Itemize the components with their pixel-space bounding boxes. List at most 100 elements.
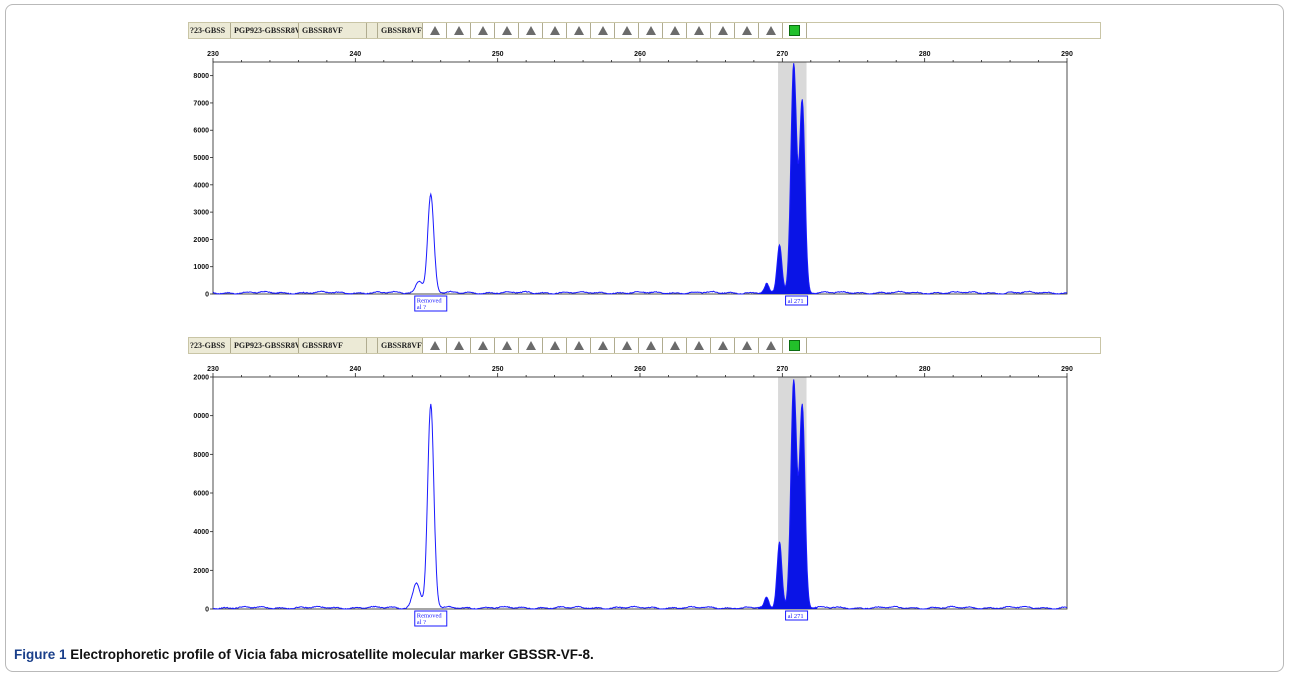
toolbar-control-9[interactable]	[615, 23, 639, 38]
triangle-icon	[717, 341, 728, 350]
tab-marker-4[interactable]: GBSSR8VF	[377, 23, 423, 38]
x-tick-label: 240	[349, 51, 361, 58]
x-tick-label: 250	[492, 366, 504, 373]
toolbar-control-15[interactable]	[759, 338, 783, 353]
x-tick-label: 290	[1061, 366, 1073, 373]
allele-label-271[interactable]: al 271	[785, 610, 809, 621]
allele-label-text: al 271	[788, 298, 804, 305]
triangle-icon	[501, 341, 512, 350]
toolbar-control-9[interactable]	[615, 338, 639, 353]
triangle-icon	[453, 26, 464, 35]
toolbar-control-2[interactable]	[447, 338, 471, 353]
signal-trace-line	[212, 379, 1068, 610]
figure-caption: Figure 1 Electrophoretic profile of Vici…	[14, 647, 594, 662]
toolbar-control-4[interactable]	[495, 23, 519, 38]
plot-frame	[212, 376, 1068, 610]
triangle-icon	[525, 26, 536, 35]
triangle-icon	[573, 341, 584, 350]
chart-top: 230 240 250 260 270 280 290 0 1000 2000 3000 4000 50…	[193, 51, 1073, 312]
tab-marker-3[interactable]: GBSSR8VF	[299, 23, 367, 38]
toolbar-top: ?23-GBSS PGP923-GBSSR8V GBSSR8VF GBSSR8V…	[188, 22, 1101, 39]
triangle-icon	[693, 26, 704, 35]
triangle-icon	[429, 26, 440, 35]
toolbar-control-14[interactable]	[735, 338, 759, 353]
toolbar-control-6[interactable]	[543, 23, 567, 38]
toolbar-control-7[interactable]	[567, 338, 591, 353]
y-tick-label: 3000	[193, 210, 209, 217]
y-tick-label: 5000	[193, 155, 209, 162]
toolbar-control-11[interactable]	[663, 338, 687, 353]
triangle-icon	[549, 26, 560, 35]
triangle-icon	[741, 341, 752, 350]
y-tick-label: 1000	[193, 264, 209, 271]
tab-marker-1[interactable]: ?23-GBSS	[189, 23, 231, 38]
toolbar-control-8[interactable]	[591, 338, 615, 353]
triangle-icon	[525, 341, 536, 350]
toolbar-control-2[interactable]	[447, 23, 471, 38]
toolbar-control-10[interactable]	[639, 338, 663, 353]
x-tick-label: 290	[1061, 51, 1073, 58]
triangle-icon	[573, 26, 584, 35]
triangle-icon	[765, 341, 776, 350]
y-tick-label: 6000	[193, 128, 209, 135]
triangle-icon	[621, 26, 632, 35]
triangle-icon	[717, 26, 728, 35]
y-tick-label: 0	[205, 607, 209, 614]
y-tick-label: 2000	[193, 237, 209, 244]
plot-frame	[212, 61, 1068, 295]
x-tick-label: 230	[207, 366, 219, 373]
triangle-icon	[669, 341, 680, 350]
green-square-icon	[789, 25, 800, 36]
allele-label-text: al 271	[788, 613, 804, 620]
y-tick-label: 6000	[193, 491, 209, 498]
allele-label-text: Removed	[417, 613, 443, 620]
toolbar-control-11[interactable]	[663, 23, 687, 38]
toolbar-control-16[interactable]	[783, 23, 807, 38]
toolbar-control-13[interactable]	[711, 23, 735, 38]
tab-marker-3[interactable]: GBSSR8VF	[299, 338, 367, 353]
y-tick-label: 0	[205, 292, 209, 299]
toolbar-control-15[interactable]	[759, 23, 783, 38]
toolbar-control-3[interactable]	[471, 338, 495, 353]
triangle-icon	[645, 26, 656, 35]
figure-caption-text: Electrophoretic profile of Vicia faba mi…	[70, 647, 594, 662]
toolbar-control-12[interactable]	[687, 23, 711, 38]
toolbar-control-8[interactable]	[591, 23, 615, 38]
triangle-icon	[453, 341, 464, 350]
green-square-icon	[789, 340, 800, 351]
allele-peak-fill	[758, 63, 818, 295]
toolbar-control-7[interactable]	[567, 23, 591, 38]
toolbar-control-3[interactable]	[471, 23, 495, 38]
triangle-icon	[597, 341, 608, 350]
allele-label-271[interactable]: al 271	[785, 295, 809, 306]
x-tick-label: 280	[919, 366, 931, 373]
toolbar-control-16[interactable]	[783, 338, 807, 353]
triangle-icon	[765, 26, 776, 35]
toolbar-control-13[interactable]	[711, 338, 735, 353]
x-tick-label: 230	[207, 51, 219, 58]
x-tick-label: 260	[634, 51, 646, 58]
toolbar-control-14[interactable]	[735, 23, 759, 38]
toolbar-control-12[interactable]	[687, 338, 711, 353]
triangle-icon	[741, 26, 752, 35]
toolbar-control-1[interactable]	[423, 338, 447, 353]
figure-label: Figure 1	[14, 647, 67, 662]
toolbar-control-5[interactable]	[519, 338, 543, 353]
toolbar-control-10[interactable]	[639, 23, 663, 38]
allele-label-text: Removed	[417, 298, 443, 305]
tab-marker-4[interactable]: GBSSR8VF	[377, 338, 423, 353]
tab-marker-1[interactable]: ?23-GBSS	[189, 338, 231, 353]
toolbar-control-4[interactable]	[495, 338, 519, 353]
tab-marker-2[interactable]: PGP923-GBSSR8V	[231, 338, 299, 353]
x-tick-label: 260	[634, 366, 646, 373]
toolbar-control-6[interactable]	[543, 338, 567, 353]
y-tick-label: 2000	[193, 568, 209, 575]
toolbar-control-1[interactable]	[423, 23, 447, 38]
y-tick-label: 0000	[193, 413, 209, 420]
toolbar-control-5[interactable]	[519, 23, 543, 38]
tab-marker-2[interactable]: PGP923-GBSSR8V	[231, 23, 299, 38]
triangle-icon	[501, 26, 512, 35]
triangle-icon	[429, 341, 440, 350]
